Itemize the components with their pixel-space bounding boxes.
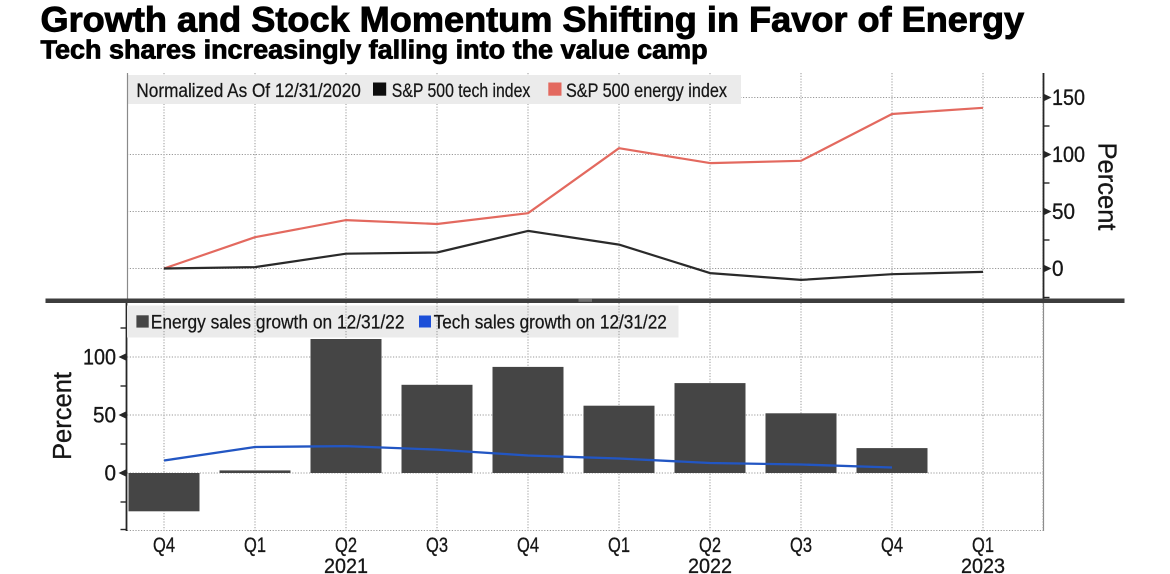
svg-text:Q1: Q1 (972, 534, 994, 557)
svg-text:50: 50 (1052, 199, 1075, 224)
svg-text:100: 100 (83, 346, 116, 370)
svg-text:S&P 500 energy index: S&P 500 energy index (566, 80, 727, 102)
svg-text:Q2: Q2 (335, 534, 357, 557)
svg-text:Percent: Percent (1092, 143, 1120, 231)
svg-text:Percent: Percent (49, 372, 77, 460)
svg-text:Q1: Q1 (608, 534, 630, 557)
svg-text:2021: 2021 (324, 556, 368, 574)
svg-text:Q4: Q4 (881, 534, 903, 557)
svg-text:Q3: Q3 (426, 534, 448, 557)
svg-text:0: 0 (1052, 256, 1064, 281)
svg-text:Q2: Q2 (699, 534, 721, 557)
svg-text:2023: 2023 (961, 556, 1005, 574)
svg-text:Tech shares increasingly falli: Tech shares increasingly falling into th… (41, 35, 708, 64)
svg-text:Q4: Q4 (517, 534, 539, 557)
svg-text:S&P 500 tech index: S&P 500 tech index (392, 80, 531, 102)
svg-text:150: 150 (1052, 86, 1085, 110)
svg-text:0: 0 (105, 461, 117, 486)
svg-text:Q3: Q3 (790, 534, 812, 557)
svg-text:100: 100 (1052, 143, 1085, 167)
svg-text:Energy sales growth on 12/31/2: Energy sales growth on 12/31/22 (151, 312, 405, 333)
svg-text:50: 50 (93, 403, 116, 428)
svg-text:Tech sales growth on 12/31/22: Tech sales growth on 12/31/22 (434, 312, 667, 333)
svg-text:2022: 2022 (688, 556, 732, 574)
svg-text:Q4: Q4 (153, 534, 175, 557)
svg-text:Q1: Q1 (244, 534, 266, 557)
svg-text:Growth and Stock Momentum Shif: Growth and Stock Momentum Shifting in Fa… (41, 0, 1025, 39)
svg-text:Normalized As Of 12/31/2020: Normalized As Of 12/31/2020 (136, 80, 360, 101)
